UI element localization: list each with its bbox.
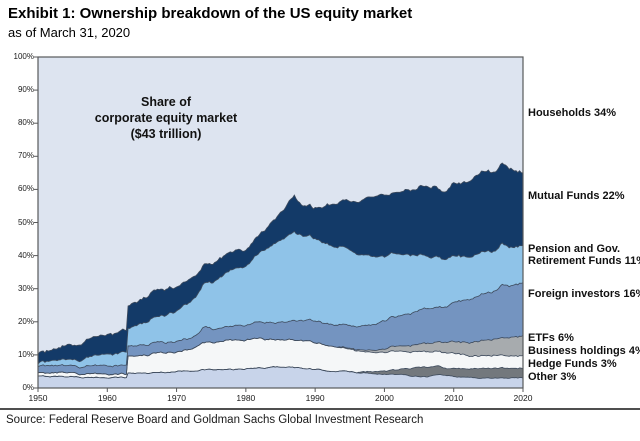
y-tick-label-20%: 20% bbox=[17, 316, 34, 326]
outline-etfs bbox=[37, 335, 524, 376]
exhibit-title: Exhibit 1: Ownership breakdown of the US… bbox=[8, 5, 413, 22]
y-tick-label-0%: 0% bbox=[22, 383, 34, 392]
area-other bbox=[38, 366, 523, 388]
x-tick-label-1960: 1960 bbox=[97, 393, 117, 403]
outline-mutual-funds bbox=[37, 162, 524, 355]
outline-hedge-funds bbox=[37, 365, 524, 379]
y-tick-label-10%: 10% bbox=[17, 349, 34, 359]
annotation-line-3: ($43 trillion) bbox=[130, 127, 202, 141]
annotation-line-1: Share of bbox=[140, 95, 191, 109]
area-mutual-funds bbox=[38, 163, 523, 364]
label-business-holdings: Business holdings 4% bbox=[528, 345, 640, 357]
label-hedge-funds: Hedge Funds 3% bbox=[528, 358, 617, 370]
y-tick-label-80%: 80% bbox=[17, 118, 34, 128]
label-other: Other 3% bbox=[528, 371, 577, 383]
label-households: Households 34% bbox=[528, 107, 617, 119]
y-tick-label-40%: 40% bbox=[17, 250, 34, 260]
label-pension-line-2: Retirement Funds 11% bbox=[528, 255, 640, 267]
y-tick-label-90%: 90% bbox=[17, 85, 34, 95]
label-mutual-funds: Mutual Funds 22% bbox=[528, 190, 625, 202]
footer-divider bbox=[0, 408, 640, 410]
y-tick-label-60%: 60% bbox=[17, 184, 34, 194]
label-pension-funds: Pension and Gov. Retirement Funds 11% bbox=[528, 243, 640, 267]
outline-foreign-investors bbox=[37, 282, 524, 369]
x-tick-label-1990: 1990 bbox=[305, 393, 325, 403]
axis-ticks bbox=[34, 56, 524, 392]
x-tick-label-1970: 1970 bbox=[167, 393, 187, 403]
label-foreign-investors: Foreign investors 16% bbox=[528, 288, 640, 300]
chart-annotation: Share of corporate equity market ($43 tr… bbox=[56, 94, 276, 142]
y-tick-label-50%: 50% bbox=[17, 217, 34, 227]
annotation-line-2: corporate equity market bbox=[94, 111, 238, 125]
area-pension-and-gov-retirement-funds bbox=[38, 231, 523, 369]
x-tick-label-2010: 2010 bbox=[444, 393, 464, 403]
area-business-holdings bbox=[38, 337, 523, 379]
y-tick-label-100%: 100% bbox=[13, 52, 34, 61]
outline-pension-and-gov-retirement-funds bbox=[37, 230, 524, 365]
exhibit-subtitle: as of March 31, 2020 bbox=[8, 25, 131, 40]
y-tick-label-30%: 30% bbox=[17, 283, 34, 293]
x-tick-label-1980: 1980 bbox=[236, 393, 256, 403]
x-tick-label-2000: 2000 bbox=[374, 393, 394, 403]
label-pension-line-1: Pension and Gov. bbox=[528, 243, 621, 255]
y-tick-label-70%: 70% bbox=[17, 151, 34, 161]
x-tick-label-2020: 2020 bbox=[513, 393, 533, 403]
label-etfs: ETFs 6% bbox=[528, 332, 574, 344]
chart-outlines bbox=[37, 162, 524, 379]
source-note: Source: Federal Reserve Board and Goldma… bbox=[6, 414, 424, 426]
x-tick-label-1950: 1950 bbox=[28, 393, 48, 403]
